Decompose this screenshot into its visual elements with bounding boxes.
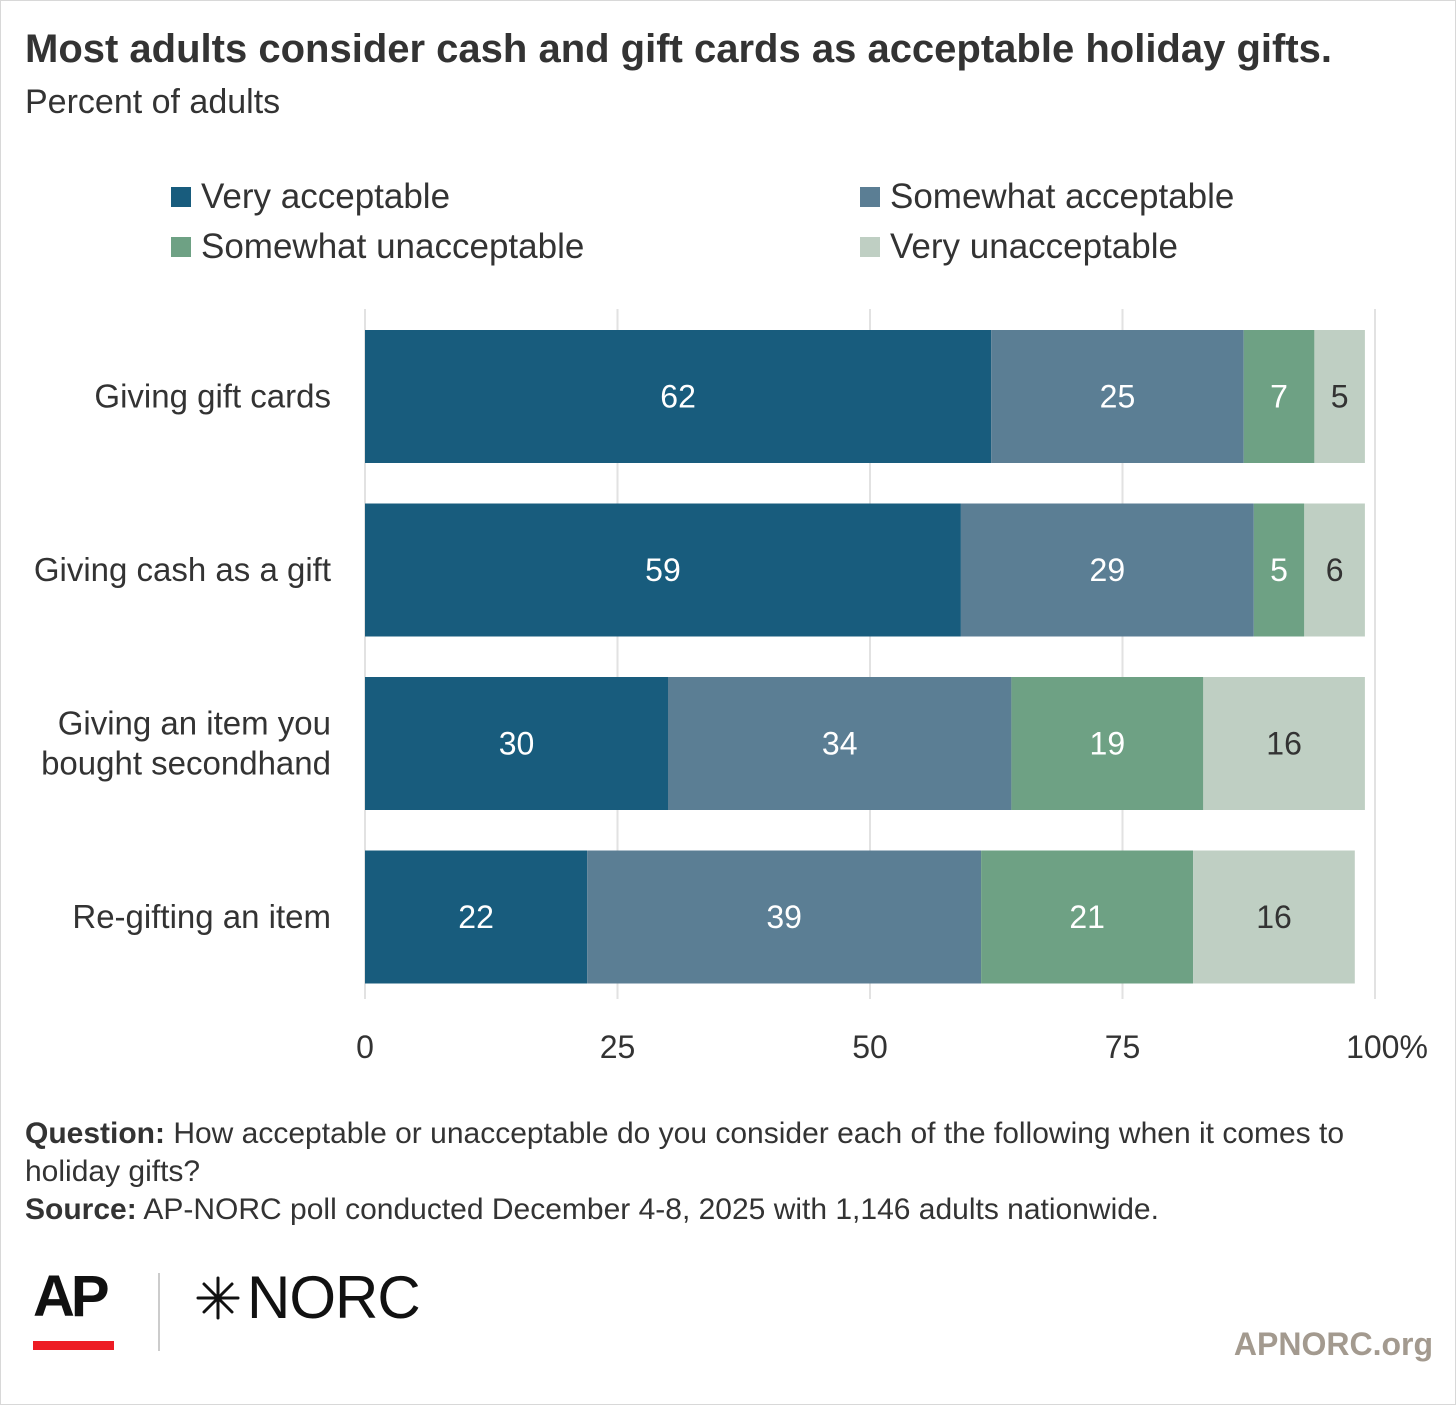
ap-logo: AP <box>33 1264 110 1329</box>
chart-notes: Question: How acceptable or unacceptable… <box>25 1115 1435 1229</box>
bar-segment <box>365 330 992 463</box>
legend-label-very-acceptable: Very acceptable <box>201 177 451 216</box>
bar-segment <box>365 677 668 810</box>
data-label: 22 <box>458 899 494 935</box>
data-label: 16 <box>1266 726 1302 762</box>
source-label: Source: <box>25 1193 137 1226</box>
bar-segment <box>587 850 982 984</box>
question-note: Question: How acceptable or unacceptable… <box>25 1115 1435 1191</box>
site-url: APNORC.org <box>1233 1326 1433 1362</box>
chart-subtitle: Percent of adults <box>25 83 281 121</box>
bar-segment <box>365 503 961 637</box>
legend-item-very-acceptable: Very acceptable <box>171 177 450 217</box>
bar-segment <box>668 677 1012 810</box>
category-label: Giving cash as a gift <box>34 551 331 588</box>
legend-item-very-unacceptable: Very unacceptable <box>860 227 1178 267</box>
data-label: 16 <box>1256 899 1292 935</box>
data-label: 21 <box>1069 899 1105 935</box>
legend-swatch-somewhat-unacceptable <box>171 237 191 257</box>
data-label: 5 <box>1270 552 1288 588</box>
x-tick-label: 100% <box>1346 1029 1428 1065</box>
chart-title: Most adults consider cash and gift cards… <box>25 27 1333 71</box>
x-tick-label: 0 <box>356 1029 374 1065</box>
data-label: 34 <box>822 726 858 762</box>
legend-label-somewhat-acceptable: Somewhat acceptable <box>890 177 1235 216</box>
legend-item-somewhat-unacceptable: Somewhat unacceptable <box>171 227 584 267</box>
norc-logo-text: NORC <box>247 1264 421 1331</box>
data-label: 59 <box>645 552 681 588</box>
data-label: 5 <box>1331 379 1349 415</box>
bar-segment <box>991 330 1244 463</box>
data-label: 29 <box>1090 552 1126 588</box>
norc-star-icon <box>196 1276 240 1319</box>
bar-segment <box>1011 677 1204 810</box>
x-tick-label: 50 <box>852 1029 888 1065</box>
legend-swatch-somewhat-acceptable <box>860 187 880 207</box>
x-tick-label: 75 <box>1105 1029 1141 1065</box>
data-label: 62 <box>660 379 696 415</box>
bar-segment <box>1314 330 1365 463</box>
norc-logo: NORC <box>195 1263 421 1332</box>
data-label: 39 <box>766 899 802 935</box>
data-label: 30 <box>499 726 535 762</box>
question-text: How acceptable or unacceptable do you co… <box>25 1117 1345 1188</box>
logo-divider <box>158 1273 160 1351</box>
category-label: Giving gift cards <box>94 378 331 415</box>
category-label: Re-gifting an item <box>72 898 331 935</box>
bar-segment <box>981 850 1194 984</box>
source-text: AP-NORC poll conducted December 4-8, 202… <box>136 1193 1159 1226</box>
legend-label-somewhat-unacceptable: Somewhat unacceptable <box>201 227 585 266</box>
bar-segment <box>1253 503 1305 637</box>
bar-segment <box>960 503 1254 637</box>
bar-segment <box>1193 850 1355 984</box>
ap-logo-underline <box>33 1341 114 1350</box>
x-tick-label: 25 <box>600 1029 636 1065</box>
category-label: Giving an item you <box>58 705 331 742</box>
bar-segment <box>1203 677 1365 810</box>
legend-swatch-very-unacceptable <box>860 237 880 257</box>
source-note: Source: AP-NORC poll conducted December … <box>25 1191 1435 1229</box>
legend-label-very-unacceptable: Very unacceptable <box>890 227 1178 266</box>
data-label: 25 <box>1100 379 1136 415</box>
legend-item-somewhat-acceptable: Somewhat acceptable <box>860 177 1234 217</box>
question-label: Question: <box>25 1117 165 1150</box>
category-label: bought secondhand <box>41 745 331 782</box>
data-label: 19 <box>1090 726 1126 762</box>
bar-segment <box>1243 330 1315 463</box>
data-label: 6 <box>1326 552 1344 588</box>
bar-segment <box>1304 503 1365 637</box>
data-label: 7 <box>1270 379 1288 415</box>
legend-swatch-very-acceptable <box>171 187 191 207</box>
bar-segment <box>365 850 588 984</box>
